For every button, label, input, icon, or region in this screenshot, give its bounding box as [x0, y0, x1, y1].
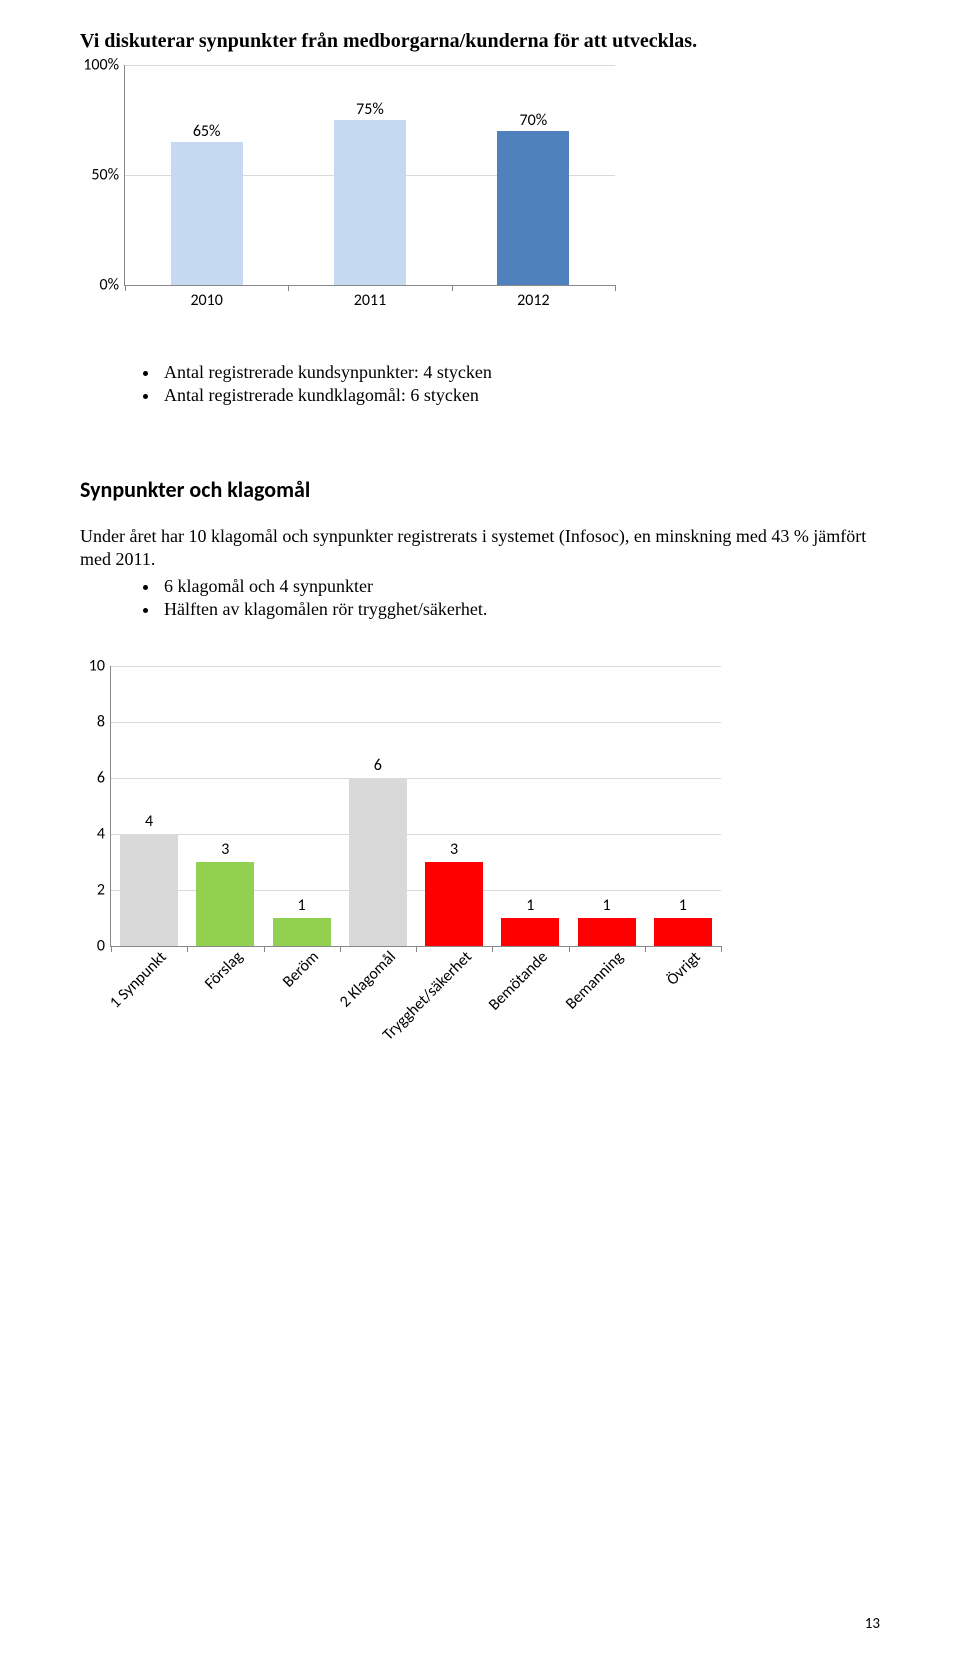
bar-value-label: 1: [526, 896, 534, 915]
bar-value-label: 3: [221, 840, 229, 859]
bar: 70%: [497, 131, 569, 285]
xcat-label: Övrigt: [663, 948, 705, 990]
bar: 3: [425, 862, 483, 946]
chart2-plot: 024681041 Synpunkt3Förslag1Beröm62 Klago…: [110, 666, 721, 947]
ytick-label: 8: [97, 712, 111, 731]
bullet-item: Antal registrerade kundklagomål: 6 styck…: [160, 385, 880, 406]
xcat-label: 2011: [354, 285, 386, 310]
bullet-item: Hälften av klagomålen rör trygghet/säker…: [160, 599, 880, 620]
tick-mark: [615, 285, 616, 291]
tick-mark: [416, 946, 417, 952]
ytick-label: 0: [97, 936, 111, 955]
bar-value-label: 70%: [519, 111, 547, 130]
tick-mark: [187, 946, 188, 952]
bullet-item: Antal registrerade kundsynpunkter: 4 sty…: [160, 362, 880, 383]
page-title: Vi diskuterar synpunkter från medborgarn…: [80, 30, 880, 53]
tick-mark: [492, 946, 493, 952]
bar-value-label: 1: [679, 896, 687, 915]
gridline: [111, 666, 721, 667]
tick-mark: [645, 946, 646, 952]
bar-value-label: 6: [374, 756, 382, 775]
bar-value-label: 3: [450, 840, 458, 859]
section-heading: Synpunkter och klagomål: [80, 476, 880, 503]
gridline: [111, 834, 721, 835]
bar: 1: [578, 918, 636, 946]
bar: 75%: [334, 120, 406, 285]
xcat-label: Förslag: [201, 948, 247, 994]
bar-value-label: 75%: [356, 100, 384, 119]
tick-mark: [721, 946, 722, 952]
bar: 65%: [171, 142, 243, 285]
xcat-label: Bemanning: [562, 948, 627, 1013]
xcat-label: Bemötande: [485, 947, 552, 1014]
page-number: 13: [865, 1615, 880, 1633]
xcat-label: 2010: [190, 285, 222, 310]
ytick-label: 50%: [91, 166, 125, 185]
bar: 4: [120, 834, 178, 946]
tick-mark: [264, 946, 265, 952]
gridline: [111, 778, 721, 779]
ytick-label: 2: [97, 880, 111, 899]
bar: 3: [196, 862, 254, 946]
bar-value-label: 4: [145, 812, 153, 831]
chart-categories: 024681041 Synpunkt3Förslag1Beröm62 Klago…: [110, 666, 880, 1051]
ytick-label: 100%: [83, 56, 125, 75]
chart-percentages: 0%50%100%65%201075%201170%2012: [124, 65, 880, 312]
tick-mark: [569, 946, 570, 952]
ytick-label: 10: [89, 656, 111, 675]
tick-mark: [288, 285, 289, 291]
bar: 1: [273, 918, 331, 946]
tick-mark: [452, 285, 453, 291]
xcat-label: 2 Klagomål: [336, 948, 400, 1012]
xcat-label: Beröm: [279, 948, 323, 992]
bar: 1: [654, 918, 712, 946]
bullet-list-registered: Antal registrerade kundsynpunkter: 4 sty…: [120, 362, 880, 406]
page: Vi diskuterar synpunkter från medborgarn…: [0, 0, 960, 1663]
ytick-label: 0%: [99, 276, 125, 295]
bullet-list-detail: 6 klagomål och 4 synpunkter Hälften av k…: [120, 576, 880, 620]
xcat-label: 2012: [517, 285, 549, 310]
ytick-label: 4: [97, 824, 111, 843]
gridline: [111, 722, 721, 723]
bar: 6: [349, 778, 407, 946]
bar-value-label: 65%: [193, 122, 221, 141]
gridline: [125, 65, 615, 66]
xcat-label: 1 Synpunkt: [106, 948, 171, 1013]
bar: 1: [501, 918, 559, 946]
bullet-item: 6 klagomål och 4 synpunkter: [160, 576, 880, 597]
paragraph: Under året har 10 klagomål och synpunkte…: [80, 525, 880, 572]
bar-value-label: 1: [603, 896, 611, 915]
chart1-plot: 0%50%100%65%201075%201170%2012: [124, 65, 615, 286]
tick-mark: [111, 946, 112, 952]
tick-mark: [340, 946, 341, 952]
ytick-label: 6: [97, 768, 111, 787]
bar-value-label: 1: [298, 896, 306, 915]
tick-mark: [125, 285, 126, 291]
